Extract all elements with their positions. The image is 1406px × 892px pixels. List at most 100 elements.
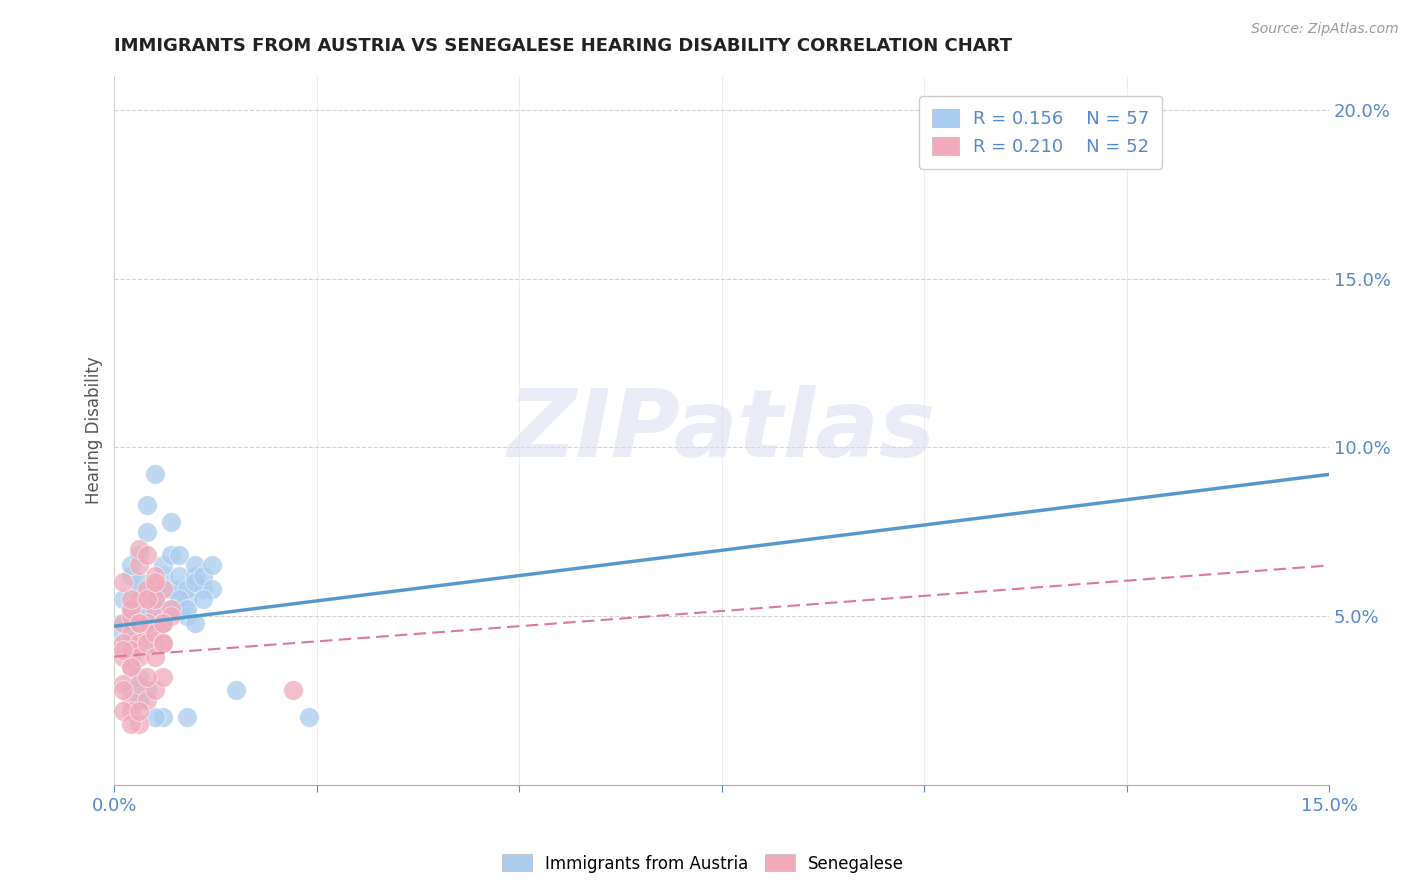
Point bbox=[184, 575, 207, 590]
Point bbox=[135, 498, 157, 512]
Point bbox=[184, 568, 207, 582]
Point bbox=[143, 582, 166, 596]
Point bbox=[135, 615, 157, 630]
Point bbox=[167, 568, 190, 582]
Point bbox=[128, 575, 150, 590]
Point bbox=[120, 693, 142, 707]
Point bbox=[152, 568, 174, 582]
Point bbox=[152, 615, 174, 630]
Text: Source: ZipAtlas.com: Source: ZipAtlas.com bbox=[1251, 22, 1399, 37]
Point bbox=[135, 683, 157, 698]
Point bbox=[128, 615, 150, 630]
Point bbox=[167, 592, 190, 607]
Point bbox=[200, 558, 222, 573]
Point bbox=[143, 467, 166, 482]
Point bbox=[128, 541, 150, 556]
Point bbox=[128, 549, 150, 563]
Point bbox=[111, 636, 134, 650]
Point bbox=[111, 642, 134, 657]
Point bbox=[160, 582, 183, 596]
Point bbox=[128, 582, 150, 596]
Point bbox=[298, 710, 321, 724]
Point bbox=[143, 575, 166, 590]
Point bbox=[176, 602, 198, 616]
Point bbox=[143, 626, 166, 640]
Point bbox=[143, 602, 166, 616]
Point bbox=[152, 636, 174, 650]
Point bbox=[152, 558, 174, 573]
Point bbox=[176, 582, 198, 596]
Point bbox=[111, 575, 134, 590]
Point bbox=[120, 636, 142, 650]
Point bbox=[128, 558, 150, 573]
Point bbox=[120, 602, 142, 616]
Point bbox=[111, 592, 134, 607]
Point bbox=[120, 609, 142, 624]
Point bbox=[111, 615, 134, 630]
Point bbox=[111, 615, 134, 630]
Point bbox=[111, 704, 134, 718]
Point bbox=[128, 717, 150, 731]
Point bbox=[143, 568, 166, 582]
Point bbox=[120, 642, 142, 657]
Point bbox=[152, 609, 174, 624]
Point bbox=[120, 649, 142, 664]
Point bbox=[111, 626, 134, 640]
Text: IMMIGRANTS FROM AUSTRIA VS SENEGALESE HEARING DISABILITY CORRELATION CHART: IMMIGRANTS FROM AUSTRIA VS SENEGALESE HE… bbox=[114, 37, 1012, 55]
Point bbox=[143, 592, 166, 607]
Point bbox=[152, 670, 174, 684]
Point bbox=[193, 592, 215, 607]
Point bbox=[120, 704, 142, 718]
Point bbox=[128, 649, 150, 664]
Point bbox=[193, 568, 215, 582]
Point bbox=[160, 515, 183, 529]
Legend: Immigrants from Austria, Senegalese: Immigrants from Austria, Senegalese bbox=[495, 847, 911, 880]
Point bbox=[135, 549, 157, 563]
Point bbox=[160, 602, 183, 616]
Point bbox=[167, 549, 190, 563]
Point bbox=[167, 582, 190, 596]
Point bbox=[120, 659, 142, 673]
Point bbox=[135, 592, 157, 607]
Point bbox=[135, 670, 157, 684]
Point bbox=[143, 592, 166, 607]
Point bbox=[152, 615, 174, 630]
Legend: R = 0.156    N = 57, R = 0.210    N = 52: R = 0.156 N = 57, R = 0.210 N = 52 bbox=[920, 96, 1163, 169]
Point bbox=[120, 659, 142, 673]
Point bbox=[184, 615, 207, 630]
Point bbox=[111, 676, 134, 690]
Point bbox=[135, 602, 157, 616]
Point bbox=[128, 615, 150, 630]
Point bbox=[128, 626, 150, 640]
Point bbox=[135, 693, 157, 707]
Point bbox=[135, 592, 157, 607]
Point bbox=[128, 636, 150, 650]
Point bbox=[143, 710, 166, 724]
Point bbox=[143, 649, 166, 664]
Point bbox=[184, 558, 207, 573]
Point bbox=[135, 524, 157, 539]
Point bbox=[160, 609, 183, 624]
Point bbox=[120, 568, 142, 582]
Point bbox=[120, 626, 142, 640]
Point bbox=[176, 710, 198, 724]
Point bbox=[128, 676, 150, 690]
Y-axis label: Hearing Disability: Hearing Disability bbox=[86, 357, 103, 504]
Point bbox=[193, 582, 215, 596]
Point bbox=[128, 609, 150, 624]
Point bbox=[135, 615, 157, 630]
Point bbox=[128, 670, 150, 684]
Point bbox=[111, 649, 134, 664]
Text: ZIPatlas: ZIPatlas bbox=[508, 384, 936, 476]
Point bbox=[176, 592, 198, 607]
Point bbox=[128, 693, 150, 707]
Point bbox=[143, 683, 166, 698]
Point bbox=[111, 683, 134, 698]
Point bbox=[152, 636, 174, 650]
Point bbox=[160, 602, 183, 616]
Point bbox=[200, 582, 222, 596]
Point bbox=[152, 710, 174, 724]
Point bbox=[120, 683, 142, 698]
Point bbox=[225, 683, 247, 698]
Point bbox=[281, 683, 304, 698]
